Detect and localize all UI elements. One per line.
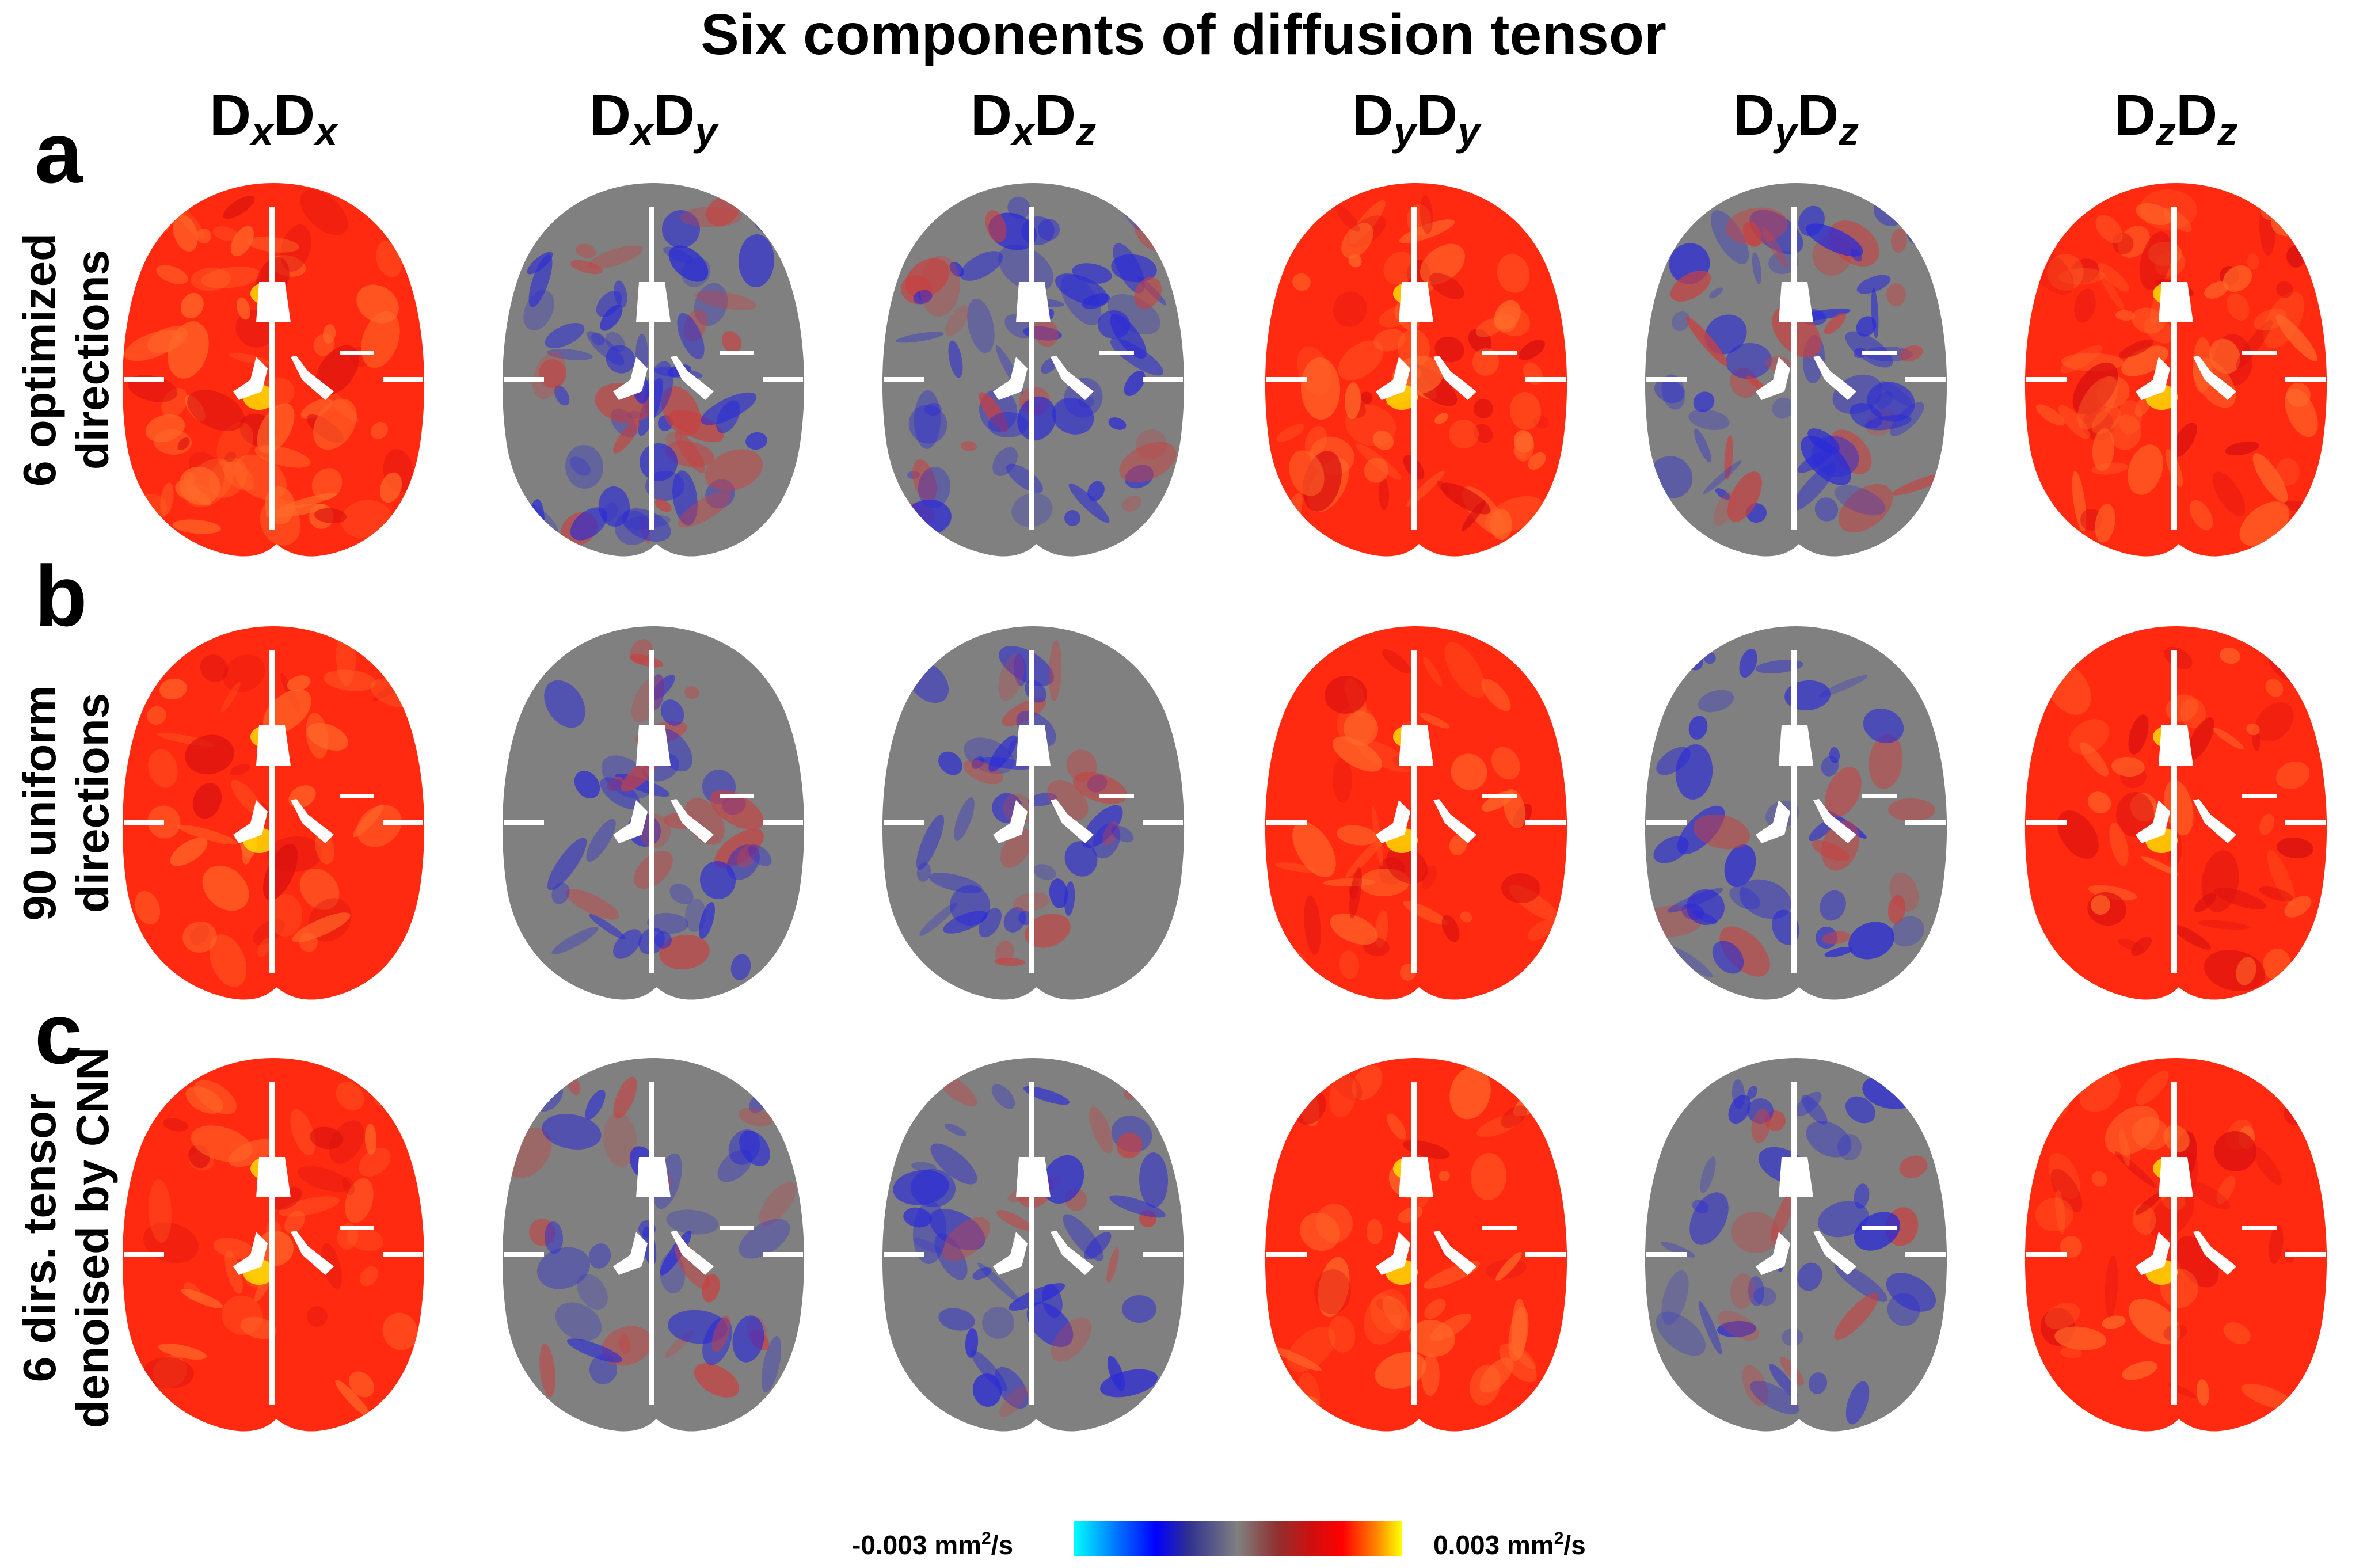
panel-letter-0: a xyxy=(35,104,83,201)
column-header-5: DyDz xyxy=(1733,83,1859,154)
panel-letter-1: b xyxy=(35,547,87,644)
colorbar-min-label: -0.003 mm2/s xyxy=(852,1529,1014,1560)
column-header-2: DxDy xyxy=(589,83,718,154)
brain-map-row2-col2 xyxy=(872,1048,1194,1442)
column-header-3: DxDz xyxy=(970,83,1097,154)
brain-map-row0-col0 xyxy=(112,173,435,567)
brain-map-row1-col2 xyxy=(872,616,1194,1010)
brain-map-row1-col1 xyxy=(492,616,815,1010)
colorbar xyxy=(1074,1521,1402,1556)
figure-title: Six components of diffusion tensor xyxy=(701,2,1666,67)
brain-map-row2-col4 xyxy=(1635,1048,1957,1442)
brain-map-row0-col3 xyxy=(1255,173,1577,567)
column-header-1: DxDx xyxy=(209,83,338,154)
brain-map-row2-col5 xyxy=(2015,1048,2337,1442)
brain-map-row2-col0 xyxy=(112,1048,435,1442)
brain-map-row0-col2 xyxy=(872,173,1194,567)
column-header-6: DzDz xyxy=(2114,83,2238,154)
brain-map-row2-col3 xyxy=(1255,1048,1577,1442)
column-header-4: DyDy xyxy=(1352,83,1481,154)
panel-letter-2: c xyxy=(35,985,83,1082)
brain-map-row1-col4 xyxy=(1635,616,1957,1010)
brain-map-row2-col1 xyxy=(492,1048,815,1442)
colorbar-max-label: 0.003 mm2/s xyxy=(1433,1529,1586,1560)
brain-map-row1-col5 xyxy=(2015,616,2337,1010)
brain-map-row0-col5 xyxy=(2015,173,2337,567)
brain-map-row0-col4 xyxy=(1635,173,1957,567)
brain-map-row1-col3 xyxy=(1255,616,1577,1010)
brain-map-row1-col0 xyxy=(112,616,435,1010)
brain-map-row0-col1 xyxy=(492,173,815,567)
